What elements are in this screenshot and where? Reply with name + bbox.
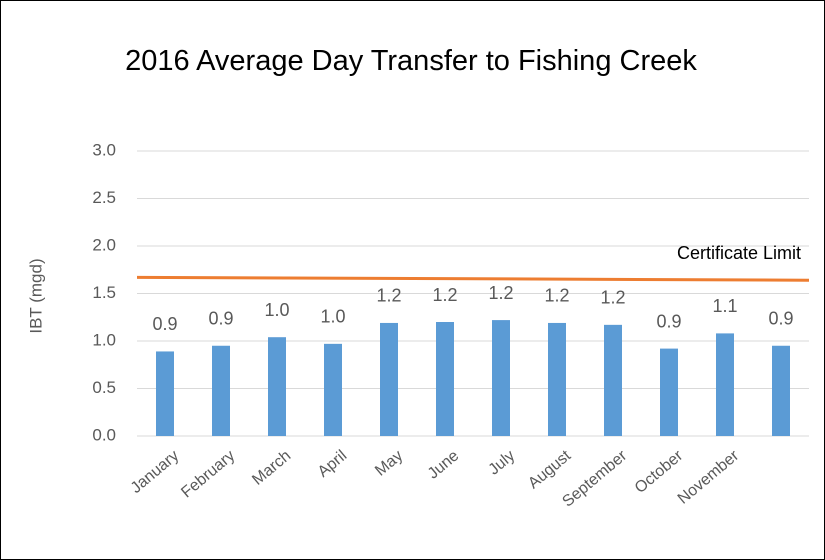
value-label: 1.2: [376, 286, 401, 306]
bar: [436, 322, 454, 436]
value-label: 1.2: [432, 285, 457, 305]
x-tick-label: June: [425, 447, 463, 482]
x-tick-label: October: [632, 447, 687, 497]
bar: [492, 320, 510, 436]
value-label: 1.2: [544, 286, 569, 306]
value-label: 0.9: [208, 309, 233, 329]
bar: [324, 343, 342, 436]
x-tick-label: August: [525, 447, 575, 492]
bar: [156, 351, 174, 436]
bar: [716, 333, 734, 436]
reference-label: Certificate Limit: [677, 243, 801, 263]
chart-title: 2016 Average Day Transfer to Fishing Cre…: [125, 45, 697, 77]
x-tick-label: May: [372, 447, 406, 479]
bar: [268, 337, 286, 436]
bar: [604, 324, 622, 436]
x-tick-label: February: [178, 447, 238, 501]
y-tick-label: 1.0: [92, 330, 116, 349]
y-tick-label: 3.0: [92, 140, 116, 159]
bar: [548, 322, 566, 436]
y-axis-label: IBT (mgd): [26, 258, 45, 333]
y-tick-label: 0.5: [92, 378, 116, 397]
value-label: 1.2: [488, 283, 513, 303]
value-label: 0.9: [656, 311, 681, 331]
bar: [212, 345, 230, 436]
x-tick-label: November: [675, 447, 743, 508]
value-label: 1.2: [600, 288, 625, 308]
reference-line: [136, 275, 810, 282]
x-tick-label: April: [315, 447, 350, 481]
bar: [772, 345, 790, 436]
x-tick-label: January: [128, 447, 183, 497]
y-tick-label: 2.0: [92, 235, 116, 254]
value-label: 1.0: [264, 300, 289, 320]
x-tick-label: July: [486, 447, 519, 478]
value-label: 0.9: [768, 309, 793, 329]
value-label: 1.0: [320, 307, 345, 327]
value-label: 0.9: [152, 314, 177, 334]
x-tick-label: March: [249, 447, 294, 489]
value-label: 1.1: [712, 296, 737, 316]
bar: [660, 348, 678, 436]
y-tick-label: 0.0: [92, 425, 116, 444]
bar: [380, 322, 398, 436]
y-tick-label: 2.5: [92, 188, 116, 207]
y-tick-label: 1.5: [92, 283, 116, 302]
